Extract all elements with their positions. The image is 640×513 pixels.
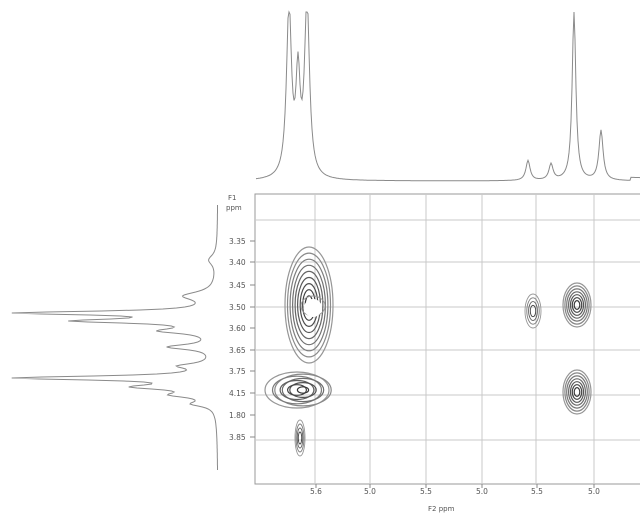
y-tick-label: 3.65: [229, 346, 246, 355]
cross-peak: [294, 419, 306, 457]
contour-level: [569, 381, 585, 403]
contour-level: [571, 384, 583, 400]
contour-level: [567, 378, 586, 406]
contour-level: [562, 369, 592, 415]
cross-peak: [264, 371, 332, 409]
y-tick-label: 3.85: [229, 433, 246, 442]
contour-level: [529, 304, 537, 318]
x-tick-label: 5.6: [310, 487, 322, 496]
contour-level: [271, 375, 323, 405]
y-tick-label: 3.40: [229, 258, 246, 267]
contour-level: [567, 291, 586, 319]
y-tick-label: 4.15: [229, 389, 246, 398]
contour-level: [286, 252, 332, 358]
x-tick-label: 5.0: [588, 487, 600, 496]
y-tick-label: 3.75: [229, 367, 246, 376]
contour-level: [564, 285, 590, 325]
contour-level: [571, 297, 583, 313]
contour-level: [296, 427, 304, 449]
contour-level: [289, 258, 329, 352]
y-tick-label: 3.60: [229, 324, 246, 333]
x-axis-title: F2 ppm: [428, 505, 455, 513]
contour-level: [573, 300, 581, 311]
cross-peak: [562, 282, 592, 328]
y-tick-label: 1.80: [229, 411, 246, 420]
y-tick-label: 3.35: [229, 237, 246, 246]
contour-level: [294, 419, 306, 457]
contour-level: [524, 293, 542, 329]
cross-peak: [524, 293, 542, 329]
x-tick-label: 5.0: [364, 487, 376, 496]
cross-peak: [562, 369, 592, 415]
contour-level: [264, 371, 330, 409]
contour-level: [566, 288, 588, 322]
x-tick-label: 5.0: [476, 487, 488, 496]
contour-level: [281, 377, 325, 403]
y-axis-title-line2: ppm: [226, 204, 242, 212]
contour-level: [526, 297, 540, 325]
plot-frame: [254, 193, 640, 485]
x-tick-labels: 5.6 5.0 5.5 5.0 5.5 5.0: [310, 484, 600, 496]
y-tick-label: 3.50: [229, 303, 246, 312]
contour-level: [566, 375, 588, 409]
x-tick-label: 5.5: [531, 487, 543, 496]
contour-peaks: [264, 246, 592, 457]
cross-peak: [300, 295, 326, 317]
x-tick-label: 5.5: [420, 487, 432, 496]
contour-level: [274, 373, 332, 407]
y-axis-title-line1: F1: [228, 194, 236, 202]
contour-level: [279, 379, 315, 401]
contour-level: [569, 294, 585, 316]
left-projection-spectrum: [11, 205, 218, 470]
peak-void: [304, 299, 322, 317]
contour-level: [284, 246, 334, 364]
y-tick-labels: 3.35 3.40 3.45 3.50 3.60 3.65 3.75 4.15 1.80 3.85: [229, 237, 255, 442]
contour-level: [528, 301, 538, 321]
contour-level: [562, 282, 592, 328]
top-projection-spectrum: [255, 10, 640, 182]
grid: [255, 194, 640, 484]
contour-level: [289, 382, 317, 399]
contour-level: [295, 423, 305, 453]
contour-level: [573, 387, 581, 398]
contour-level: [297, 431, 303, 445]
contour-level: [294, 270, 324, 340]
contour-level: [287, 384, 308, 396]
contour-level: [564, 372, 590, 412]
contour-level: [296, 386, 310, 394]
y-tick-label: 3.45: [229, 281, 246, 290]
